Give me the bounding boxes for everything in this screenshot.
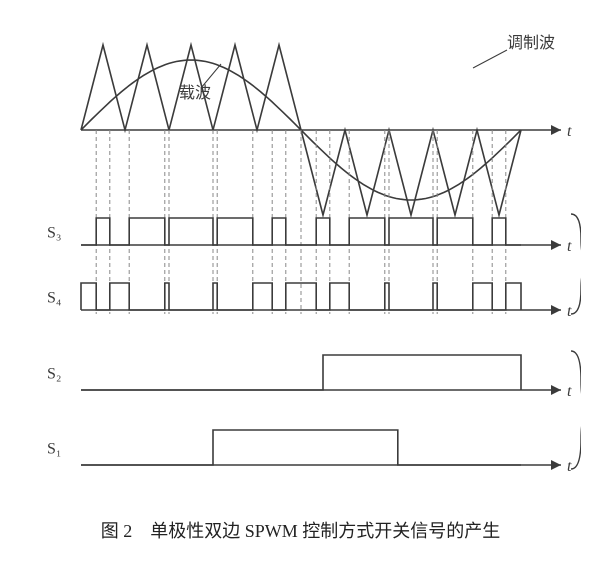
figure-caption: 图 2 单极性双边 SPWM 控制方式开关信号的产生	[21, 517, 581, 543]
svg-text:载波: 载波	[179, 84, 211, 102]
svg-text:t: t	[567, 458, 572, 475]
svg-text:t: t	[567, 383, 572, 400]
svg-text:S₁: S₁	[47, 441, 61, 458]
svg-text:t: t	[567, 123, 572, 140]
svg-text:t: t	[567, 238, 572, 255]
spwm-diagram: t载波调制波tS₃tS₄高频臂tS₂tS₁低频臂	[21, 20, 581, 500]
svg-text:调制波: 调制波	[507, 34, 555, 52]
svg-text:S₃: S₃	[47, 225, 61, 242]
diagram-container: t载波调制波tS₃tS₄高频臂tS₂tS₁低频臂 图 2 单极性双边 SPWM …	[21, 20, 581, 543]
svg-text:S₄: S₄	[47, 290, 62, 307]
svg-text:S₂: S₂	[47, 366, 61, 383]
svg-text:t: t	[567, 303, 572, 320]
